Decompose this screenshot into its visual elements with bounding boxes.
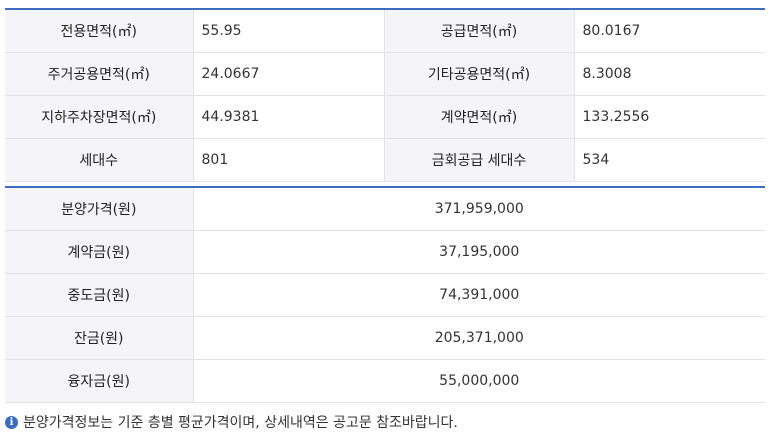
- supply-households-label: 금회공급 세대수: [384, 138, 575, 182]
- deposit-value: 37,195,000: [193, 230, 765, 274]
- table-row: 전용면적(㎡) 55.95 공급면적(㎡) 80.0167: [5, 9, 765, 53]
- contract-area-value: 133.2556: [574, 95, 765, 139]
- area-table: 전용면적(㎡) 55.95 공급면적(㎡) 80.0167 주거공용면적(㎡) …: [5, 8, 765, 182]
- sale-price-value: 371,959,000: [193, 187, 765, 231]
- table-row: 융자금(원) 55,000,000: [5, 359, 765, 403]
- residential-common-area-value: 24.0667: [193, 52, 385, 96]
- table-row: 세대수 801 금회공급 세대수 534: [5, 138, 765, 182]
- table-row: 잔금(원) 205,371,000: [5, 316, 765, 360]
- table-row: 지하주차장면적(㎡) 44.9381 계약면적(㎡) 133.2556: [5, 95, 765, 139]
- loan-value: 55,000,000: [193, 359, 765, 403]
- info-icon: i: [5, 415, 18, 429]
- sale-price-label: 분양가격(원): [5, 187, 194, 231]
- other-common-area-value: 8.3008: [574, 52, 765, 96]
- supply-households-value: 534: [574, 138, 765, 182]
- interim-payment-value: 74,391,000: [193, 273, 765, 317]
- table-row: 계약금(원) 37,195,000: [5, 230, 765, 274]
- households-value: 801: [193, 138, 385, 182]
- table-row: 주거공용면적(㎡) 24.0667 기타공용면적(㎡) 8.3008: [5, 52, 765, 96]
- unit-info-panel: 전용면적(㎡) 55.95 공급면적(㎡) 80.0167 주거공용면적(㎡) …: [5, 0, 765, 403]
- contract-area-label: 계약면적(㎡): [384, 95, 575, 139]
- supply-area-value: 80.0167: [574, 9, 765, 53]
- loan-label: 융자금(원): [5, 359, 194, 403]
- price-note: i 분양가격정보는 기준 층별 평균가격이며, 상세내역은 공고문 참조바랍니다…: [5, 412, 458, 432]
- balance-label: 잔금(원): [5, 316, 194, 360]
- other-common-area-label: 기타공용면적(㎡): [384, 52, 575, 96]
- households-label: 세대수: [5, 138, 194, 182]
- parking-area-label: 지하주차장면적(㎡): [5, 95, 194, 139]
- exclusive-area-value: 55.95: [193, 9, 385, 53]
- residential-common-area-label: 주거공용면적(㎡): [5, 52, 194, 96]
- balance-value: 205,371,000: [193, 316, 765, 360]
- deposit-label: 계약금(원): [5, 230, 194, 274]
- price-table: 분양가격(원) 371,959,000 계약금(원) 37,195,000 중도…: [5, 186, 765, 403]
- table-row: 중도금(원) 74,391,000: [5, 273, 765, 317]
- exclusive-area-label: 전용면적(㎡): [5, 9, 194, 53]
- supply-area-label: 공급면적(㎡): [384, 9, 575, 53]
- parking-area-value: 44.9381: [193, 95, 385, 139]
- interim-payment-label: 중도금(원): [5, 273, 194, 317]
- table-row: 분양가격(원) 371,959,000: [5, 187, 765, 231]
- price-note-text: 분양가격정보는 기준 층별 평균가격이며, 상세내역은 공고문 참조바랍니다.: [23, 415, 458, 431]
